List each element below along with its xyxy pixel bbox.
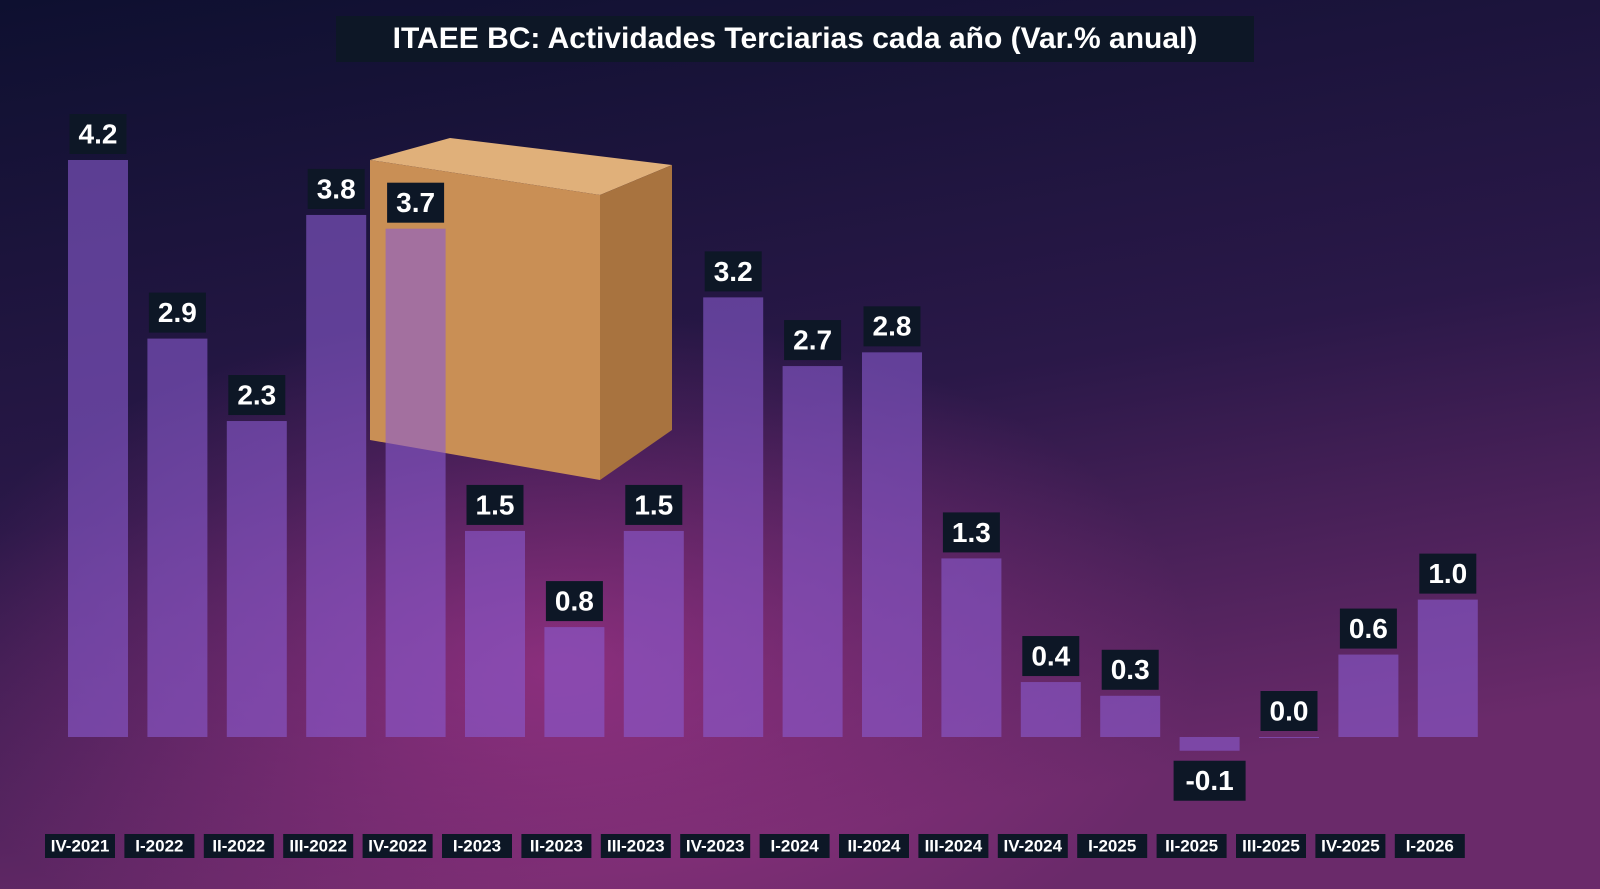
value-label-box [466, 484, 524, 525]
x-tick-label-box [839, 834, 909, 858]
bar [385, 228, 446, 737]
x-tick-label: IV-2024 [1003, 836, 1062, 855]
value-label-box [942, 512, 1000, 553]
value-label: 1.5 [476, 489, 515, 520]
x-tick-label-box [600, 834, 671, 858]
value-label: 1.5 [634, 489, 673, 520]
value-label-box [784, 320, 842, 361]
value-label: -0.1 [1185, 765, 1233, 796]
value-label-box [704, 251, 762, 292]
bar [1100, 695, 1161, 737]
title-box [336, 16, 1254, 62]
value-label: 0.3 [1111, 654, 1150, 685]
value-label: 0.4 [1031, 640, 1070, 671]
value-label: 3.7 [396, 187, 435, 218]
x-tick-label-box [124, 834, 195, 858]
value-label: 0.0 [1270, 695, 1309, 726]
value-label-box [228, 375, 286, 416]
x-tick-label: I-2023 [453, 836, 501, 855]
value-label-box [1419, 553, 1477, 594]
bar [941, 558, 1002, 737]
bar [1020, 682, 1081, 737]
value-label-box [307, 168, 365, 209]
x-tick-label: II-2023 [530, 836, 583, 855]
value-label: 2.9 [158, 297, 197, 328]
bar [862, 352, 922, 737]
value-label-box [1101, 649, 1159, 690]
x-tick-label: I-2024 [770, 836, 819, 855]
value-label-box [863, 306, 921, 347]
x-tick-label: III-2022 [289, 836, 347, 855]
bar [465, 530, 525, 737]
value-label-box [387, 182, 445, 223]
value-label: 3.2 [714, 256, 753, 287]
x-tick-label-box [1315, 834, 1386, 858]
x-tick-label-box [759, 834, 830, 858]
value-label: 2.8 [873, 311, 912, 342]
bar [68, 160, 128, 737]
bar [623, 530, 684, 737]
x-tick-label-box [1394, 834, 1465, 858]
x-tick-label-box [680, 834, 751, 858]
x-tick-label: II-2022 [212, 836, 265, 855]
x-tick-label: IV-2023 [686, 836, 745, 855]
bar [544, 627, 605, 737]
x-tick-label-box [283, 834, 354, 858]
bar [147, 338, 208, 737]
x-tick-label-box [997, 834, 1068, 858]
bar [306, 214, 367, 737]
x-tick-label: II-2025 [1165, 836, 1218, 855]
x-tick-label-box [203, 834, 274, 858]
value-label: 1.0 [1428, 558, 1467, 589]
x-tick-label-box [1156, 834, 1227, 858]
value-label-box [1260, 691, 1318, 731]
value-label: 0.6 [1349, 613, 1388, 644]
x-tick-label: III-2025 [1242, 836, 1300, 855]
value-label: 3.8 [317, 173, 356, 204]
x-tick-label-box [442, 834, 512, 858]
value-label-box [1022, 636, 1080, 677]
value-label-box [1339, 608, 1397, 649]
bar [782, 366, 843, 737]
value-label: 1.3 [952, 517, 991, 548]
x-tick-label-box [1236, 834, 1306, 858]
bar [1338, 654, 1399, 737]
x-tick-label: I-2025 [1088, 836, 1136, 855]
chart-title: ITAEE BC: Actividades Terciarias cada añ… [393, 22, 1198, 55]
x-tick-label: IV-2025 [1321, 836, 1380, 855]
x-tick-label: II-2024 [848, 836, 901, 855]
value-label: 0.8 [555, 585, 594, 616]
value-label-box [148, 292, 206, 333]
bar [1179, 737, 1240, 751]
value-label-box [625, 484, 683, 525]
value-label: 4.2 [79, 118, 118, 149]
x-tick-label-box [918, 834, 989, 858]
value-label: 2.7 [793, 324, 832, 355]
x-tick-label: I-2026 [1406, 836, 1454, 855]
value-label-box [69, 114, 127, 154]
x-tick-label: IV-2021 [51, 836, 110, 855]
x-tick-label: IV-2022 [368, 836, 427, 855]
bar [226, 421, 287, 737]
x-tick-label-box [362, 834, 433, 858]
x-tick-label: III-2024 [925, 836, 983, 855]
x-tick-label-box [521, 834, 592, 858]
bar [1417, 599, 1478, 737]
value-label-box [545, 581, 603, 622]
bar [1259, 737, 1319, 738]
x-tick-label: I-2022 [135, 836, 183, 855]
x-tick-label-box [1077, 834, 1148, 858]
x-tick-label-box [45, 834, 115, 858]
value-label-box [1173, 760, 1246, 801]
value-label: 2.3 [237, 379, 276, 410]
bar [703, 297, 764, 737]
x-tick-label: III-2023 [607, 836, 665, 855]
